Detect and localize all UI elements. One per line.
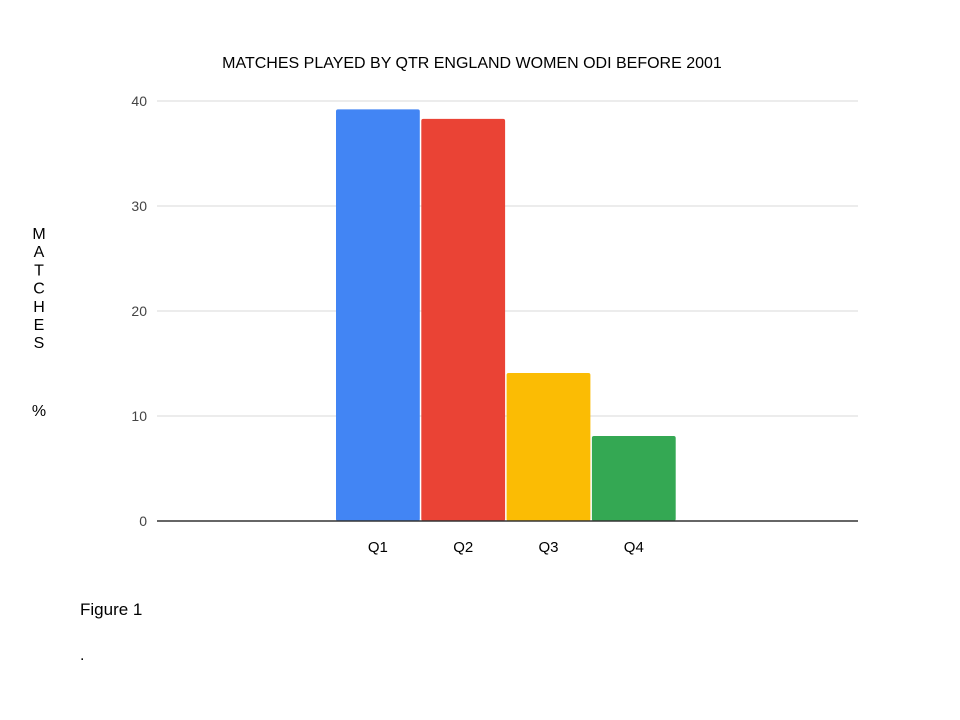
y-tick-label: 40: [131, 93, 147, 109]
bar-q1: [336, 109, 420, 522]
footnote: .: [80, 647, 85, 664]
bar-q3: [506, 372, 591, 521]
y-tick-label: 0: [139, 513, 147, 529]
y-tick-label: 20: [131, 303, 147, 319]
y-label-letter: E: [34, 317, 45, 334]
figure-caption: Figure 1: [80, 600, 143, 619]
y-axis-label: MATCHES%: [32, 226, 46, 420]
x-tick-label: Q4: [624, 539, 644, 556]
x-tick-label: Q3: [538, 539, 558, 556]
y-label-letter: M: [32, 226, 45, 243]
y-tick-label: 30: [131, 198, 147, 214]
y-label-letter: C: [33, 281, 45, 298]
y-label-letter: A: [34, 244, 45, 261]
y-label-letter: S: [34, 335, 45, 352]
bar-q2: [421, 118, 506, 521]
x-tick-label: Q1: [368, 539, 388, 556]
x-tick-label: Q2: [453, 539, 473, 556]
gridlines: [157, 100, 858, 417]
chart-title: MATCHES PLAYED BY QTR ENGLAND WOMEN ODI …: [222, 55, 722, 72]
y-label-letter: H: [33, 299, 45, 316]
y-tick-label: 10: [131, 408, 147, 424]
y-axis-ticks: 0 10 20 30 40: [131, 93, 147, 529]
bars: [336, 109, 676, 522]
bar-q4: [591, 435, 676, 521]
y-label-letter: T: [34, 262, 44, 279]
x-axis-ticks: Q1 Q2 Q3 Q4: [368, 539, 644, 556]
y-label-unit: %: [32, 403, 46, 420]
